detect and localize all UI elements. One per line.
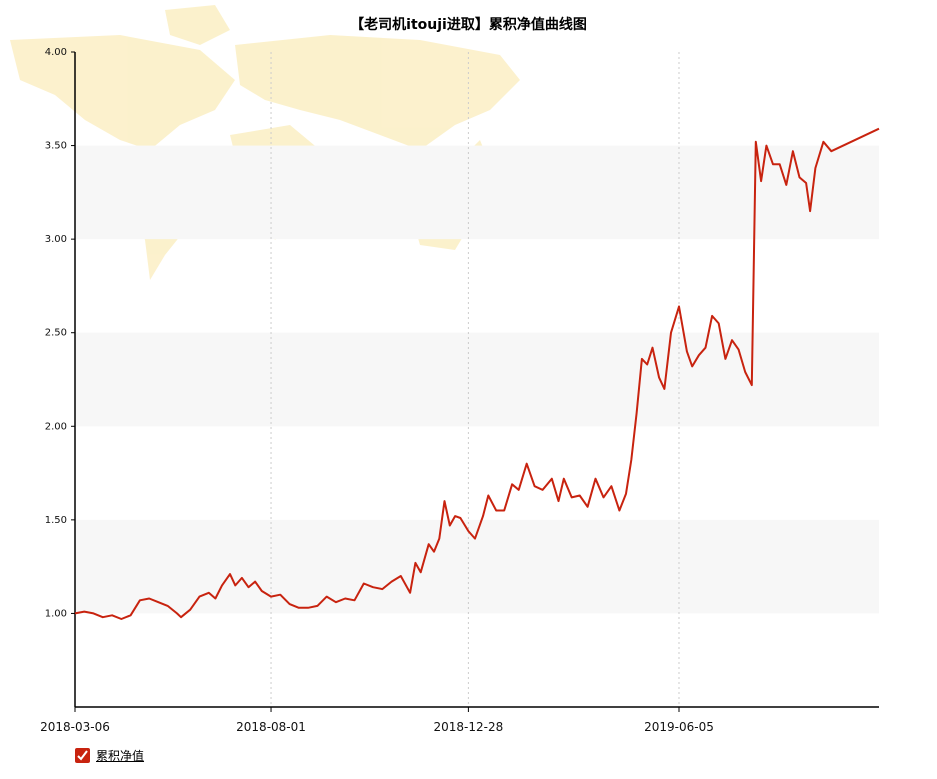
y-tick-label: 1.50	[45, 515, 67, 526]
legend-label[interactable]: 累积净值	[96, 749, 145, 763]
x-tick-label: 2018-08-01	[236, 720, 306, 734]
legend[interactable]: 累积净值	[75, 747, 144, 764]
gridline-bands	[75, 145, 879, 614]
y-tick-label: 2.50	[45, 328, 67, 339]
y-tick-label: 3.50	[45, 141, 67, 152]
x-axis-ticks: 2018-03-06 2018-08-01 2018-12-28 2019-06-05	[40, 707, 714, 734]
y-axis-ticks: 1.00 1.50 2.00 2.50 3.00 3.50 4.00	[45, 47, 75, 619]
x-tick-label: 2018-03-06	[40, 720, 110, 734]
y-tick-label: 4.00	[45, 47, 67, 58]
y-tick-label: 2.00	[45, 421, 67, 432]
series-line-net-value	[74, 127, 880, 620]
grid-band	[75, 145, 879, 240]
x-tick-label: 2019-06-05	[644, 720, 714, 734]
checkmark-icon	[77, 750, 88, 761]
axes	[74, 52, 879, 708]
y-tick-label: 1.00	[45, 608, 67, 619]
y-tick-label: 3.00	[45, 234, 67, 245]
x-tick-label: 2018-12-28	[434, 720, 504, 734]
legend-checkbox[interactable]	[75, 748, 90, 763]
chart-title: 【老司机itouji进取】累积净值曲线图	[350, 17, 587, 33]
grid-band	[75, 332, 879, 427]
